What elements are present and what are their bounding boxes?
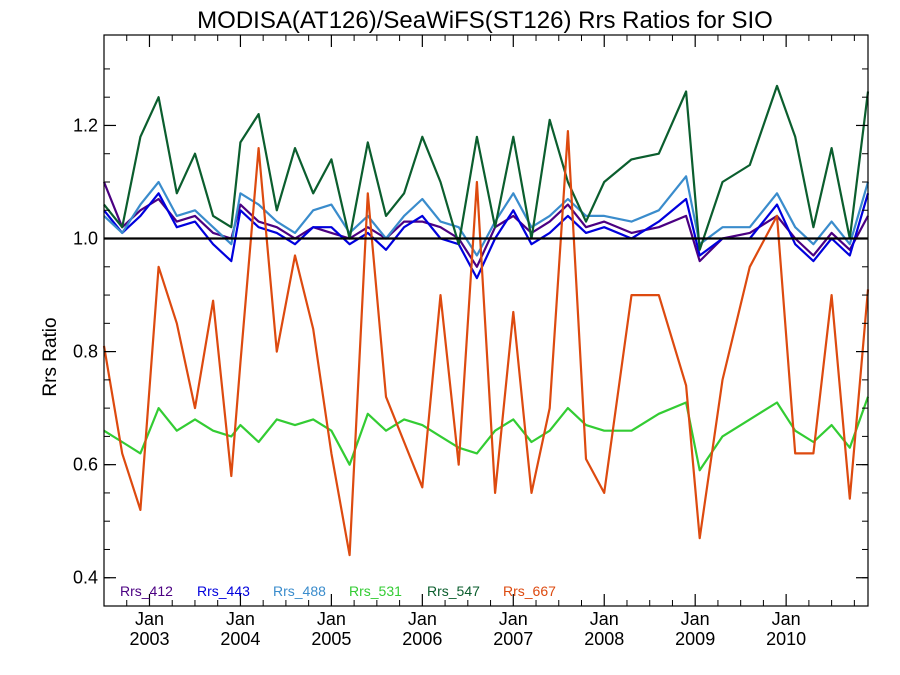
- series-line-rrs-667: [102, 130, 870, 557]
- x-tick-year-label: 2007: [493, 629, 533, 649]
- legend-entry-rrs-412: Rrs_412: [120, 583, 173, 599]
- x-tick-month-label: Jan: [499, 609, 528, 629]
- y-tick-label: 0.6: [73, 455, 98, 475]
- series-line-rrs-531: [103, 396, 870, 472]
- x-tick-year-label: 2008: [584, 629, 624, 649]
- legend-entry-rrs-667: Rrs_667: [503, 583, 556, 599]
- y-tick-label: 1.2: [73, 115, 98, 135]
- x-tick-month-label: Jan: [226, 609, 255, 629]
- x-tick-month-label: Jan: [408, 609, 437, 629]
- x-tick-year-label: 2004: [220, 629, 260, 649]
- x-tick-year-label: 2009: [675, 629, 715, 649]
- y-axis-label: Rrs Ratio: [40, 317, 61, 396]
- x-tick-year-label: 2010: [766, 629, 806, 649]
- legend-entry-rrs-531: Rrs_531: [349, 583, 402, 599]
- legend: Rrs_412 Rrs_443 Rrs_488 Rrs_531 Rrs_547 Rrs_6…: [120, 583, 556, 599]
- x-tick-month-label: Jan: [590, 609, 619, 629]
- x-tick-year-label: 2003: [129, 629, 169, 649]
- legend-entry-rrs-547: Rrs_547: [427, 583, 480, 599]
- series-layer: [102, 84, 870, 557]
- y-tick-label: 0.4: [73, 568, 98, 588]
- x-tick-year-label: 2006: [402, 629, 442, 649]
- ticks-layer: 0.40.60.81.01.2Jan2003Jan2004Jan2005Jan2…: [73, 35, 868, 649]
- legend-entry-rrs-488: Rrs_488: [273, 583, 326, 599]
- y-tick-label: 1.0: [73, 229, 98, 249]
- x-tick-month-label: Jan: [681, 609, 710, 629]
- chart-title: MODISA(AT126)/SeaWiFS(ST126) Rrs Ratios …: [197, 7, 773, 34]
- x-tick-year-label: 2005: [311, 629, 351, 649]
- x-tick-month-label: Jan: [317, 609, 346, 629]
- legend-entry-rrs-443: Rrs_443: [197, 583, 250, 599]
- series-line-rrs-547: [103, 84, 870, 251]
- series-line-rrs-488: [103, 175, 870, 257]
- plot-frame: [103, 34, 869, 607]
- y-tick-label: 0.8: [73, 342, 98, 362]
- x-tick-month-label: Jan: [135, 609, 164, 629]
- x-tick-month-label: Jan: [772, 609, 801, 629]
